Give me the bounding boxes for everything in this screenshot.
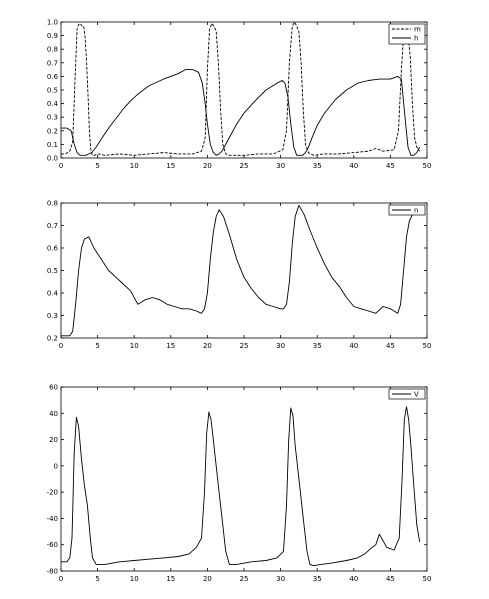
x-tick-label: 40 <box>349 575 358 583</box>
y-tick-label: 0.6 <box>47 73 59 81</box>
x-tick-label: 0 <box>59 162 63 170</box>
x-tick-label: 15 <box>166 342 175 350</box>
series-line-V <box>61 406 421 567</box>
x-tick-label: 25 <box>240 575 249 583</box>
y-tick-label: 0.6 <box>47 245 59 253</box>
y-tick-label: 0.0 <box>47 155 58 163</box>
x-tick-label: 40 <box>349 162 358 170</box>
legend-label-n: n <box>414 207 418 215</box>
y-tick-label: 0.7 <box>47 59 58 67</box>
y-tick-label: 0 <box>54 462 58 470</box>
y-tick-label: 20 <box>49 436 58 444</box>
y-tick-label: -20 <box>47 489 58 497</box>
x-tick-label: 35 <box>313 342 322 350</box>
x-tick-label: 5 <box>95 162 99 170</box>
legend: mh <box>388 23 426 45</box>
x-tick-label: 45 <box>386 342 395 350</box>
y-tick-label: 0.4 <box>47 100 59 108</box>
legend: n <box>388 204 426 216</box>
chart-panel-gating-variables: 0 5 10 15 20 25 30 35 40 45 50 0.0 0.1 0.2 0.3 0.4 0.5 0.… <box>47 19 432 171</box>
x-tick-label: 25 <box>240 342 249 350</box>
x-tick-label: 45 <box>386 575 395 583</box>
y-tick-label: 0.2 <box>47 335 58 343</box>
y-tick-label: 0.3 <box>47 114 58 122</box>
x-tick-label: 5 <box>95 575 99 583</box>
x-tick-label: 25 <box>240 162 249 170</box>
y-tick-label: 0.2 <box>47 127 58 135</box>
legend-label-h: h <box>414 35 418 43</box>
y-tick-label: 0.4 <box>47 290 59 298</box>
series-line-h <box>61 69 421 156</box>
x-tick-label: 45 <box>386 162 395 170</box>
y-tick-label: 0.9 <box>47 32 58 40</box>
plot-frame <box>60 202 428 339</box>
x-tick-label: 10 <box>130 162 139 170</box>
plot-frame <box>60 21 428 159</box>
x-tick-label: 20 <box>203 342 212 350</box>
x-tick-label: 30 <box>276 342 285 350</box>
series-line-m <box>61 21 421 156</box>
y-tick-label: 0.1 <box>47 141 58 149</box>
y-tick-label: 0.8 <box>47 200 58 208</box>
chart-panel-membrane-voltage: 0 5 10 15 20 25 30 35 40 45 50 -80 -60 -40 -20 0 20 40 60 V <box>47 384 432 584</box>
y-tick-label: 0.5 <box>47 87 58 95</box>
chart-panel-potassium-gate: 0 5 10 15 20 25 30 35 40 45 50 0.2 0.3 0.4 0.5 0.6 0.7 0.… <box>47 200 432 351</box>
y-tick-label: 0.7 <box>47 222 58 230</box>
y-tick-label: -40 <box>47 515 58 523</box>
y-tick-label: -80 <box>47 568 58 576</box>
x-tick-label: 50 <box>423 162 432 170</box>
y-tick-label: 0.8 <box>47 46 58 54</box>
x-tick-label: 0 <box>59 575 63 583</box>
y-tick-label: 1.0 <box>47 19 58 27</box>
x-tick-label: 10 <box>130 575 139 583</box>
legend-label-V: V <box>414 391 419 399</box>
x-tick-label: 20 <box>203 575 212 583</box>
y-tick-label: 40 <box>49 410 58 418</box>
y-tick-label: 60 <box>49 384 58 392</box>
x-tick-label: 50 <box>423 575 432 583</box>
y-tick-label: -60 <box>47 541 58 549</box>
x-tick-label: 50 <box>423 342 432 350</box>
y-tick-label: 0.5 <box>47 267 58 275</box>
x-tick-label: 15 <box>166 575 175 583</box>
x-tick-label: 35 <box>313 575 322 583</box>
x-tick-label: 10 <box>130 342 139 350</box>
x-tick-label: 15 <box>166 162 175 170</box>
y-tick-label: 0.3 <box>47 312 58 320</box>
x-tick-label: 35 <box>313 162 322 170</box>
plot-frame <box>60 386 428 572</box>
x-tick-label: 30 <box>276 162 285 170</box>
x-tick-label: 40 <box>349 342 358 350</box>
legend: V <box>388 388 426 400</box>
x-tick-label: 30 <box>276 575 285 583</box>
series-line-n <box>61 204 416 337</box>
x-tick-label: 0 <box>59 342 63 350</box>
x-tick-label: 5 <box>95 342 99 350</box>
legend-label-m: m <box>414 26 421 34</box>
x-tick-label: 20 <box>203 162 212 170</box>
